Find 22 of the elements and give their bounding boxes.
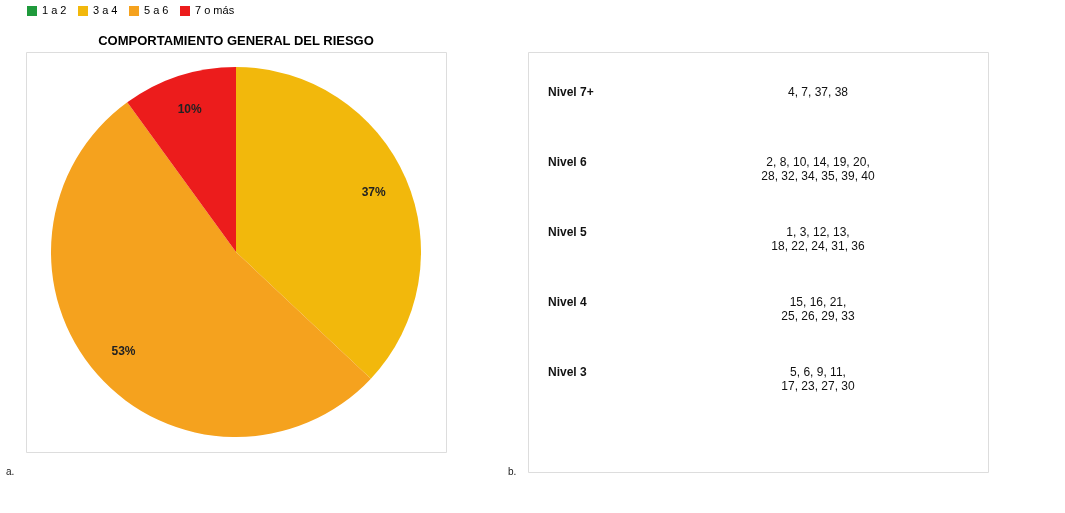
text: 2, 8, 10, 14, 19, 20, 28, 32, 34, 35, 39, 40 bbox=[761, 155, 876, 183]
pie-slice bbox=[127, 67, 236, 252]
category-label: Nivel 3 bbox=[548, 365, 588, 379]
data-label: 53% bbox=[111, 344, 136, 359]
legend-label: 5 a 6 bbox=[144, 4, 169, 16]
text: COMPORTAMIENTO GENERAL DEL RIESGO bbox=[98, 33, 374, 48]
category-label: Nivel 7+ bbox=[548, 85, 594, 99]
legend-label: 1 a 2 bbox=[42, 4, 67, 16]
legend-label: 3 a 4 bbox=[93, 4, 118, 16]
category-label: Nivel 4 bbox=[548, 295, 588, 309]
data-label: 10% bbox=[177, 102, 202, 117]
category-label: Nivel 6 bbox=[548, 155, 588, 169]
text: 1, 3, 12, 13, 18, 22, 24, 31, 36 bbox=[771, 225, 866, 253]
text: 15, 16, 21, 25, 26, 29, 33 bbox=[781, 295, 856, 323]
text: b. bbox=[508, 466, 517, 477]
text: 4, 7, 37, 38 bbox=[787, 85, 849, 99]
legend-label: 7 o más bbox=[195, 4, 235, 16]
category-label: Nivel 5 bbox=[548, 225, 588, 239]
text: a. bbox=[6, 466, 15, 477]
text: 5, 6, 9, 11, 17, 23, 27, 30 bbox=[781, 365, 856, 393]
pie-slice bbox=[236, 67, 421, 379]
data-label: 37% bbox=[361, 185, 386, 200]
